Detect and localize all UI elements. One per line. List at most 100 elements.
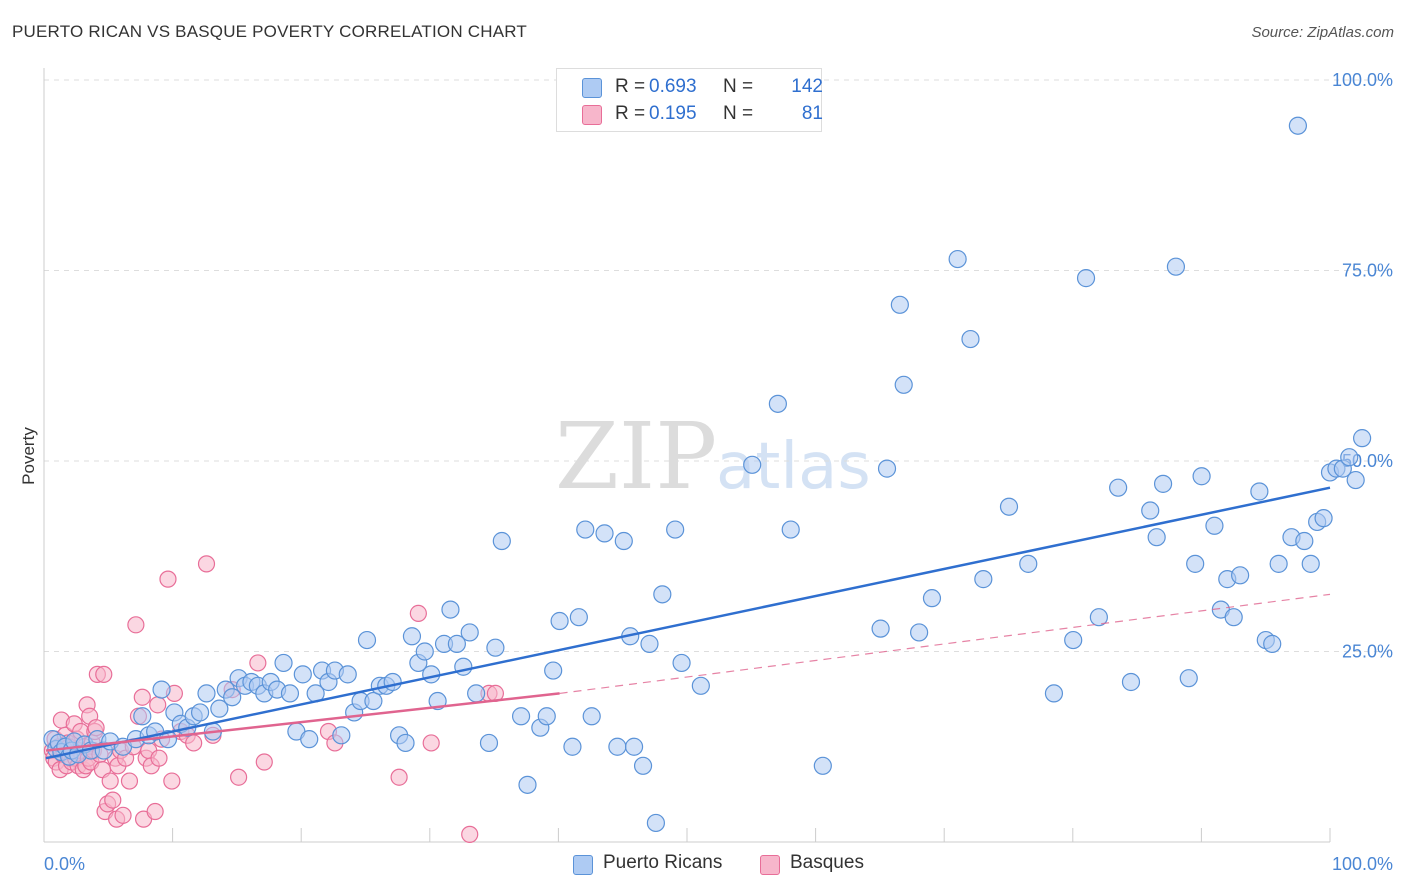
data-point	[1314, 509, 1333, 528]
data-point	[127, 616, 145, 634]
data-point	[210, 699, 229, 718]
puerto-ricans-trendline	[45, 486, 1331, 760]
data-point	[1295, 531, 1314, 551]
data-point	[149, 696, 167, 714]
data-point	[511, 707, 531, 726]
data-point	[364, 691, 383, 711]
data-point	[486, 638, 505, 657]
data-point	[1340, 448, 1359, 467]
data-point	[223, 688, 242, 707]
r-value: 0.693	[649, 76, 697, 97]
data-point	[974, 570, 993, 589]
data-point	[1352, 429, 1372, 448]
data-point	[409, 604, 427, 623]
watermark-zip: ZIP	[555, 403, 717, 510]
data-point	[230, 768, 248, 786]
data-point	[999, 497, 1019, 516]
data-point	[185, 734, 203, 752]
data-point	[95, 665, 113, 683]
basques-trendline-extension	[559, 593, 1331, 695]
data-point	[150, 749, 168, 767]
axes	[43, 68, 1331, 843]
data-point	[894, 375, 913, 394]
watermark-atlas: atlas	[716, 430, 871, 504]
r-label: R =	[615, 103, 646, 124]
data-point	[197, 684, 216, 703]
data-point	[1076, 269, 1096, 288]
data-point	[152, 680, 171, 699]
data-point	[104, 791, 122, 809]
data-point	[576, 520, 595, 539]
y-tick-label: 75.0%	[1342, 261, 1393, 281]
data-point	[133, 688, 151, 706]
data-point	[300, 730, 319, 749]
data-point	[467, 684, 486, 703]
data-point	[1019, 554, 1038, 573]
data-point	[595, 524, 614, 543]
pink-swatch	[582, 105, 602, 125]
data-point	[948, 249, 967, 269]
data-point	[479, 733, 499, 753]
data-point	[877, 459, 897, 478]
y-tick-label: 25.0%	[1342, 642, 1393, 662]
data-point	[608, 737, 627, 756]
data-point	[624, 737, 644, 756]
data-point	[1192, 467, 1211, 486]
x-tick-label: 100.0%	[1332, 854, 1393, 874]
legend-label: Puerto Ricans	[603, 852, 723, 873]
n-value: 142	[791, 76, 823, 97]
r-value: 0.195	[649, 103, 697, 124]
data-point	[357, 630, 377, 650]
data-point	[249, 654, 267, 672]
data-point	[544, 661, 563, 680]
stats-legend: R = 0.693 N = 142 R = 0.195 N = 81	[556, 68, 823, 132]
data-point	[1346, 470, 1365, 490]
data-point	[563, 737, 582, 756]
data-point	[114, 806, 132, 824]
data-point	[402, 627, 422, 646]
data-point	[640, 634, 659, 653]
data-point	[653, 585, 672, 604]
y-tick-label: 100.0%	[1332, 70, 1393, 90]
data-point	[133, 707, 152, 726]
data-point	[120, 772, 139, 790]
data-point	[666, 520, 685, 539]
data-point	[1141, 501, 1160, 520]
data-point	[569, 608, 588, 627]
watermark: ZIP atlas	[555, 403, 871, 510]
data-point	[910, 623, 929, 642]
data-point	[460, 623, 479, 642]
data-point	[1064, 630, 1083, 650]
data-point	[146, 802, 164, 821]
data-point	[492, 531, 511, 551]
data-point	[447, 634, 466, 653]
data-point	[537, 707, 556, 726]
data-point	[672, 653, 691, 673]
data-point	[1109, 478, 1128, 497]
blue-swatch	[573, 855, 593, 875]
data-point	[871, 619, 890, 638]
data-point	[332, 726, 351, 745]
data-point	[383, 672, 402, 692]
trendlines	[45, 486, 1331, 760]
data-point	[1231, 566, 1250, 585]
data-point	[274, 653, 293, 673]
data-point	[197, 555, 216, 573]
data-point	[1186, 554, 1205, 573]
data-point	[813, 756, 832, 775]
data-point	[190, 703, 210, 722]
data-point	[1044, 684, 1064, 703]
y-axis-label: Poverty	[19, 427, 38, 485]
data-point	[1301, 554, 1320, 573]
data-point	[1153, 474, 1173, 493]
data-point	[1179, 669, 1198, 688]
data-point	[255, 753, 273, 771]
data-point	[550, 611, 569, 631]
data-point	[614, 531, 633, 551]
r-label: R =	[615, 76, 646, 97]
basques-trendline	[45, 692, 560, 752]
chart-title: PUERTO RICAN VS BASQUE POVERTY CORRELATI…	[12, 22, 527, 41]
data-point	[743, 455, 762, 474]
data-point	[922, 589, 942, 608]
data-point	[280, 684, 300, 703]
